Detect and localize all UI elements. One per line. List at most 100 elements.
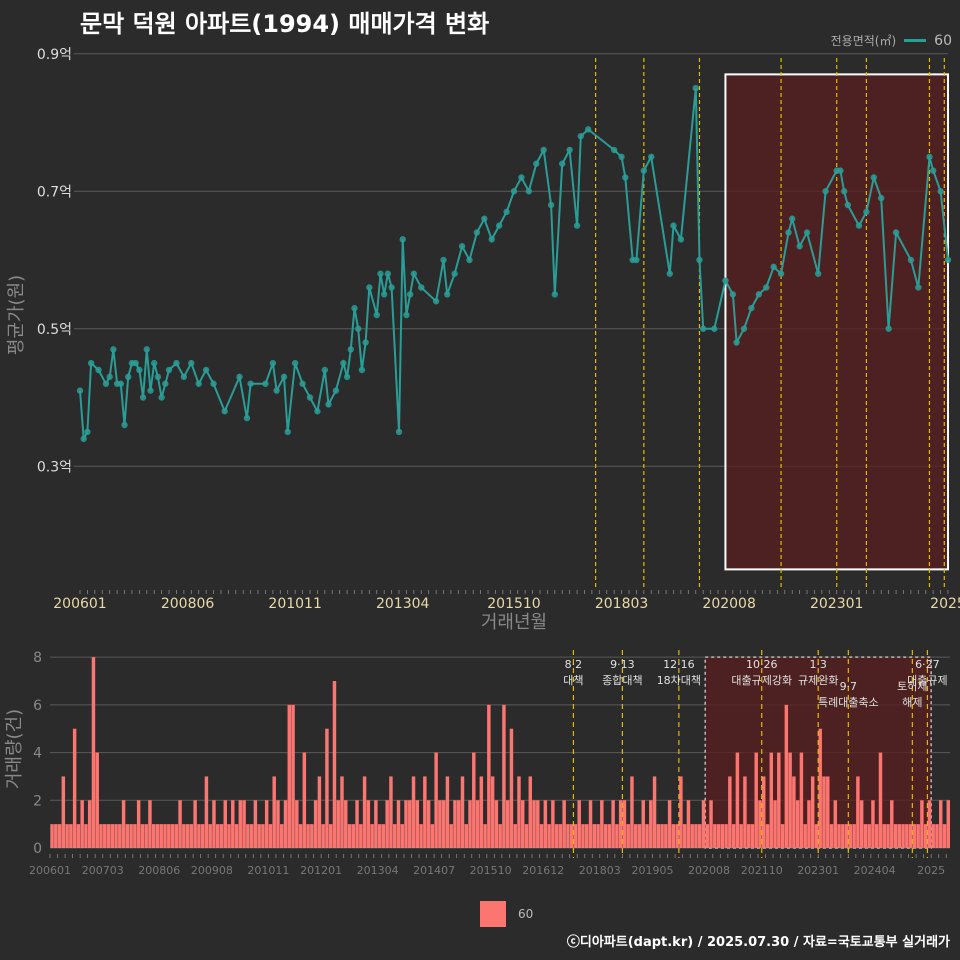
data-point: [573, 222, 581, 229]
data-point: [406, 291, 414, 298]
bar-x-tick-label: 202110: [741, 864, 783, 877]
bar: [603, 824, 608, 848]
data-point: [566, 146, 573, 154]
bar: [799, 752, 804, 848]
policy-label-date: 10·26: [746, 658, 778, 671]
data-point: [84, 428, 91, 436]
y-tick-label: 0.9억: [37, 47, 72, 63]
bar: [174, 824, 179, 848]
bar: [837, 824, 841, 848]
bar: [675, 824, 679, 848]
bar: [234, 824, 239, 848]
bar: [901, 824, 905, 848]
data-point: [518, 174, 525, 181]
bar: [807, 800, 811, 848]
bar: [923, 824, 928, 848]
bar: [524, 824, 529, 848]
bar: [167, 824, 171, 848]
bar: [344, 800, 348, 848]
data-point: [262, 380, 269, 387]
y-tick-label: 0.7억: [37, 184, 72, 200]
legend-bottom: 60: [480, 901, 533, 927]
bar: [80, 800, 84, 848]
bar: [920, 800, 924, 848]
legend-bar-label: 60: [518, 907, 534, 921]
data-point: [162, 380, 169, 387]
bar-x-tick-label: 201407: [413, 864, 455, 877]
bar: [61, 776, 66, 848]
bar: [735, 752, 740, 848]
bar: [728, 776, 732, 848]
bar: [618, 800, 623, 848]
legend-item-60: 60: [934, 32, 952, 49]
data-point: [236, 373, 243, 381]
bar: [140, 824, 145, 848]
bar: [227, 824, 231, 848]
data-point: [273, 387, 280, 394]
bar: [434, 752, 438, 848]
data-point: [814, 270, 822, 277]
bar: [694, 824, 698, 848]
bar-y-tick-label: 0: [33, 841, 42, 857]
bar: [788, 752, 792, 848]
chart-title: 문막 덕원 아파트(1994) 매매가격 변화: [80, 10, 490, 38]
bar: [754, 752, 758, 848]
bar: [487, 704, 491, 848]
bar: [532, 800, 536, 848]
bar: [415, 800, 420, 848]
bar: [212, 800, 216, 848]
bar: [690, 824, 694, 848]
bar: [313, 800, 318, 848]
bar-x-tick-label: 200908: [191, 864, 233, 877]
bar: [129, 824, 133, 848]
bar: [50, 824, 54, 848]
data-point: [892, 229, 900, 236]
bar: [381, 824, 386, 848]
bar: [287, 704, 292, 848]
bar: [905, 824, 909, 848]
data-point: [399, 236, 406, 243]
bar: [453, 800, 457, 848]
bar: [121, 800, 126, 848]
data-point: [837, 167, 844, 174]
data-point: [117, 380, 125, 387]
bar: [566, 824, 570, 848]
legend-line-swatch: [904, 39, 927, 42]
bar: [908, 824, 913, 848]
policy-label-date: 9·13: [610, 658, 635, 671]
bar: [848, 824, 853, 848]
bar: [607, 824, 612, 848]
data-point: [395, 428, 403, 436]
data-point: [102, 380, 110, 387]
bar: [155, 824, 160, 848]
bar: [833, 800, 838, 848]
bar-x-tick-label: 202404: [854, 864, 896, 877]
bar: [84, 824, 88, 848]
data-point: [444, 291, 451, 298]
bar: [231, 800, 235, 848]
bar: [317, 776, 322, 848]
data-point: [740, 325, 748, 332]
data-point: [670, 222, 677, 229]
data-point: [633, 256, 640, 264]
data-point: [388, 284, 395, 291]
x-tick-label: 200601: [53, 596, 106, 612]
data-point: [525, 188, 533, 195]
bar-x-tick-label: 201803: [579, 864, 621, 877]
data-point: [173, 359, 180, 367]
bar: [340, 776, 344, 848]
bar: [679, 776, 683, 848]
data-point: [321, 366, 329, 374]
bar: [528, 776, 533, 848]
bar-x-tick-label: 200601: [29, 864, 71, 877]
bar: [280, 824, 284, 848]
bar: [366, 800, 371, 848]
bar: [438, 800, 442, 848]
bar: [238, 800, 243, 848]
bar: [419, 824, 423, 848]
policy-label-name: 대출규제강화: [731, 674, 792, 687]
bar: [652, 776, 657, 848]
data-point: [547, 201, 555, 209]
bar: [125, 824, 130, 848]
data-point: [510, 188, 518, 195]
